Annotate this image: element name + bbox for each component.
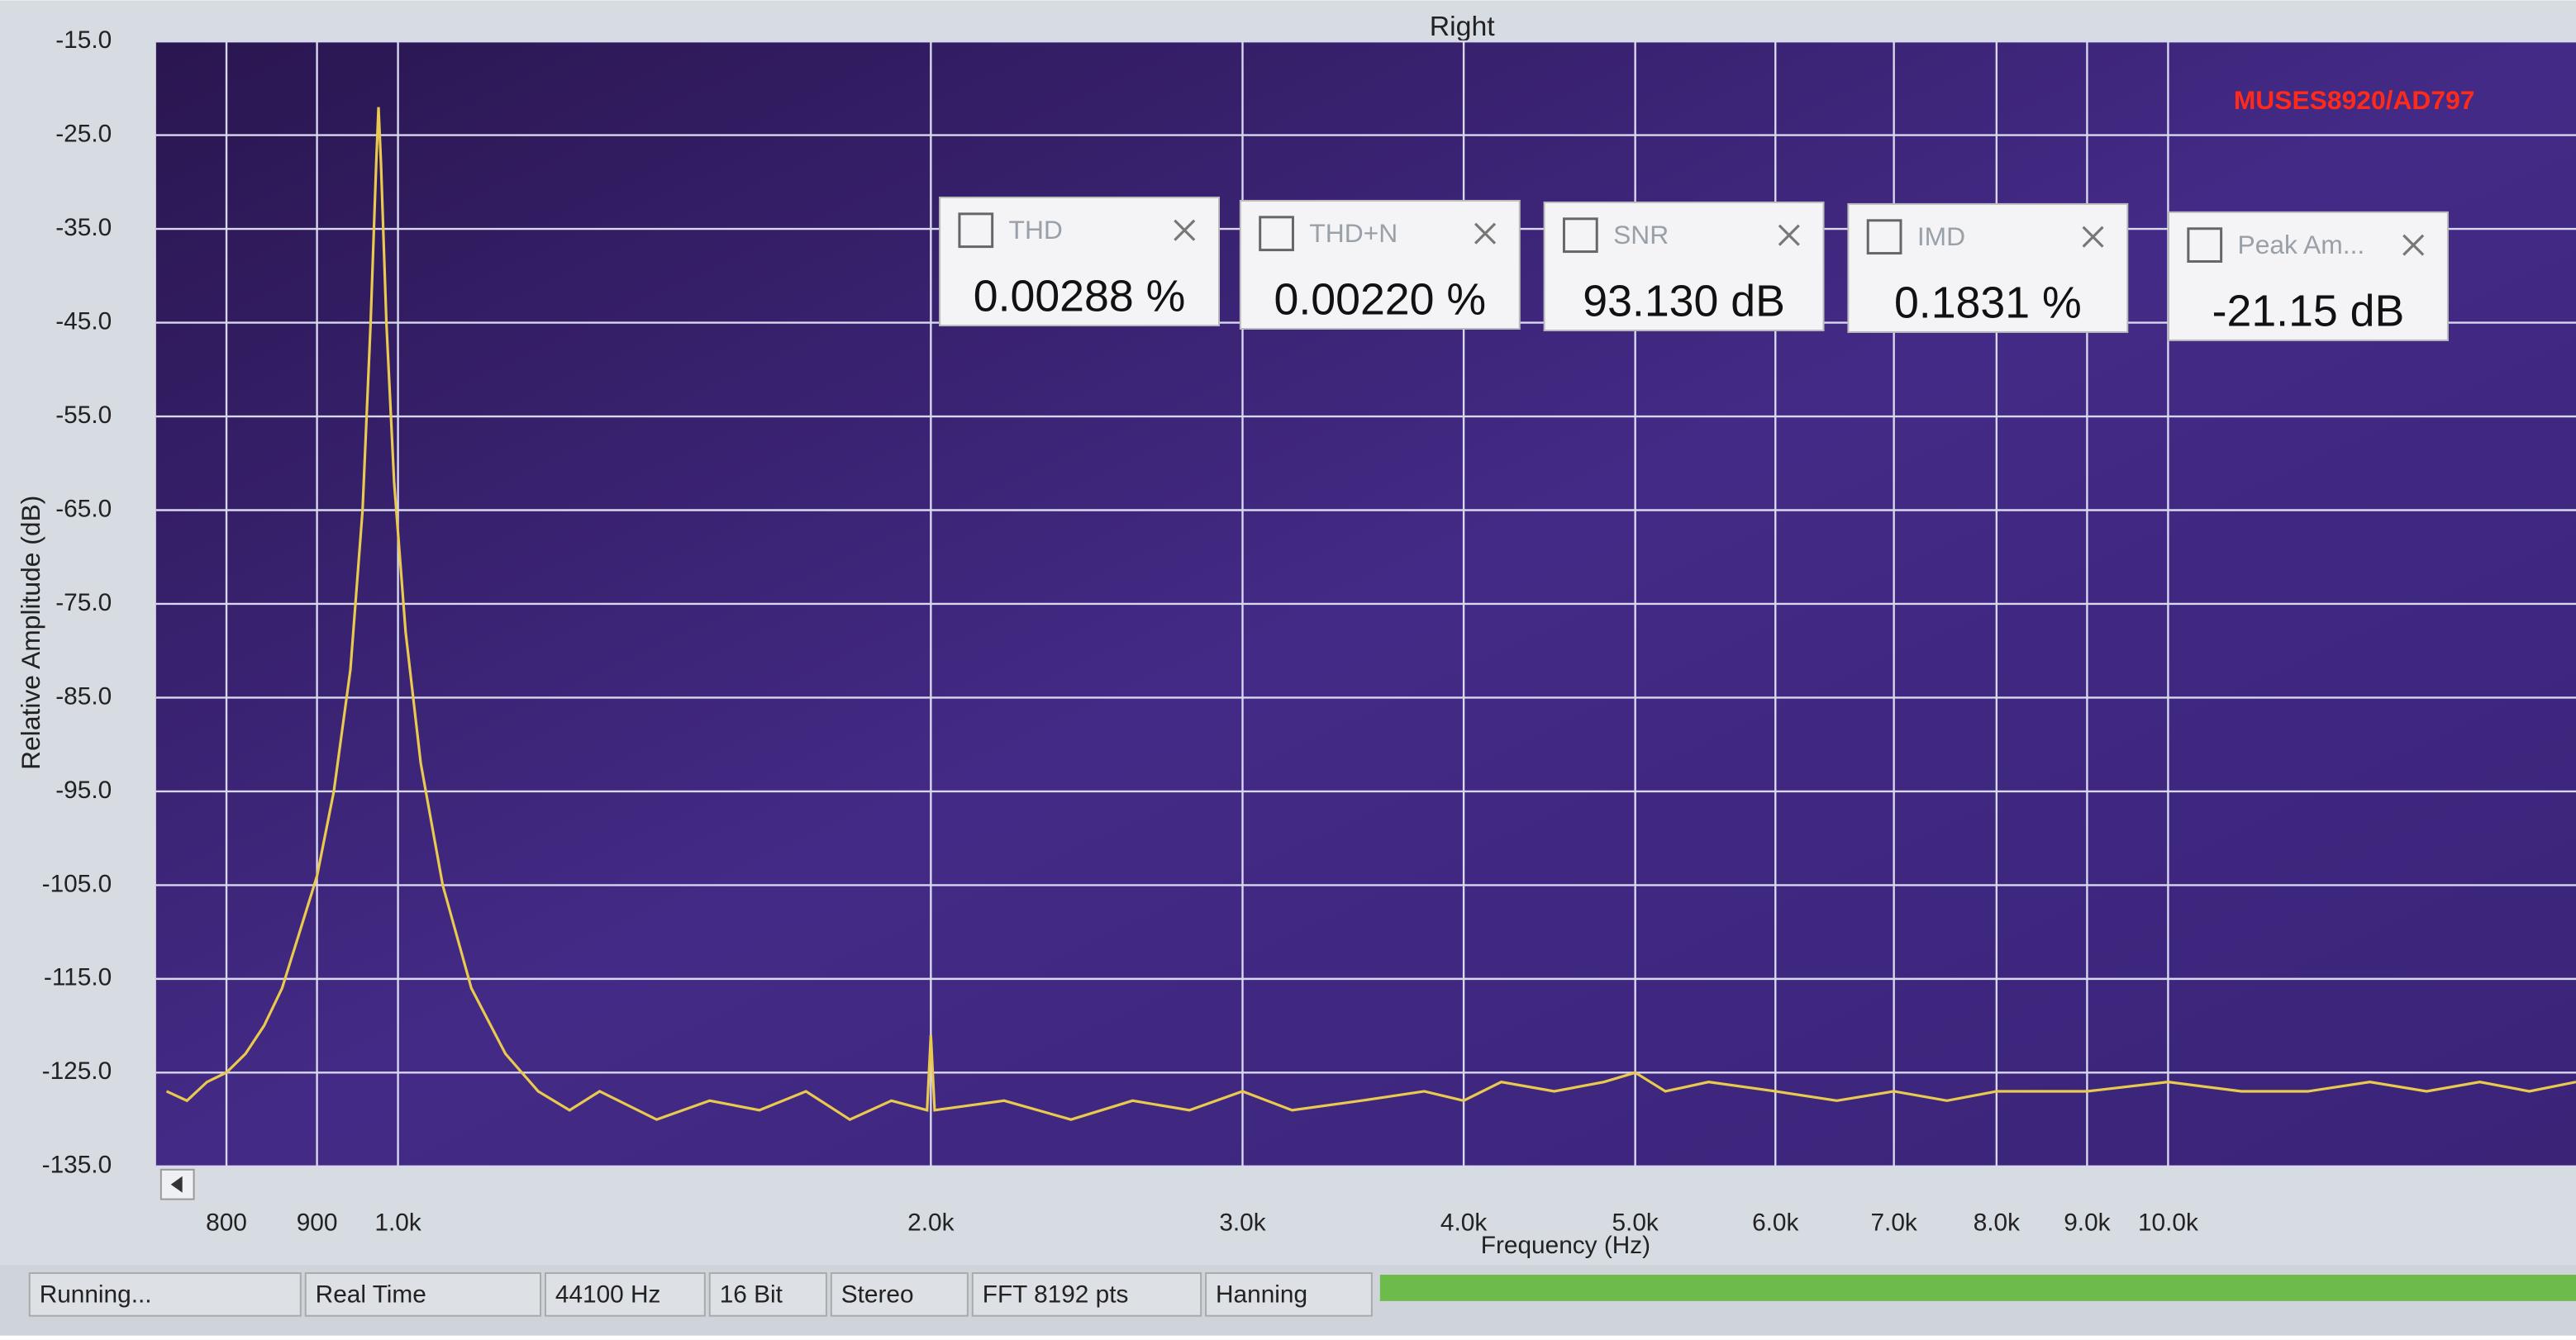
meter-close[interactable] [1778, 224, 1800, 246]
meter-close[interactable] [2082, 226, 2104, 248]
status-text: Real Time [316, 1281, 426, 1309]
x-tick-label: 1.0k [374, 1209, 421, 1236]
y-tick-label: -15.0 [55, 26, 112, 54]
scroll-left-button[interactable] [160, 1168, 195, 1200]
x-tick-label: 9.0k [2064, 1209, 2110, 1236]
meter-box [1847, 202, 2129, 333]
meter-value: 0.1831 % [1894, 278, 2082, 327]
y-tick-label: -55.0 [55, 402, 112, 429]
x-tick-label: 10.0k [2138, 1209, 2198, 1236]
meters: THD 0.00288 % THD+N 0.00220 % SNR 93.130 dB IM… [939, 196, 2449, 341]
x-tick-label: 3.0k [1219, 1209, 1265, 1236]
x-tick-label: 8.0k [1974, 1209, 2020, 1236]
status-text: 44100 Hz [555, 1281, 661, 1309]
annotation: MUSES8920/AD797 [2234, 85, 2475, 115]
status-cell [304, 1272, 542, 1317]
status-cell [830, 1272, 969, 1317]
y-tick-label: -35.0 [55, 214, 112, 241]
x-tick-label: 7.0k [1870, 1209, 1917, 1236]
meter-value: 0.00288 % [974, 271, 1186, 321]
meter-box [1239, 199, 1521, 330]
meter-value: 0.00220 % [1274, 274, 1487, 324]
meter-box [1543, 201, 1825, 331]
scroll-arrow [170, 1176, 183, 1193]
status-text: FFT 8192 pts [983, 1281, 1129, 1309]
meter-box [939, 196, 1221, 327]
meter-box [2168, 211, 2449, 341]
y-tick-label: -75.0 [55, 589, 112, 616]
y-tick-label: -125.0 [42, 1057, 112, 1085]
y-tick-label: -95.0 [55, 777, 112, 804]
y-tick-label: -65.0 [55, 495, 112, 522]
status-cell [544, 1272, 706, 1317]
chart-title: Right [1430, 11, 1495, 42]
meter-value: 93.130 dB [1583, 276, 1785, 325]
meter-close[interactable] [2402, 234, 2425, 256]
x-tick-label: 4.0k [1440, 1209, 1487, 1236]
meter-panel: THD 0.00288 % [939, 196, 1221, 327]
status-cell [28, 1272, 302, 1317]
level-meter [1379, 1275, 2576, 1301]
y-tick-label: -135.0 [42, 1152, 112, 1179]
meter-menu-icon[interactable] [1259, 216, 1294, 252]
meter-close[interactable] [1474, 222, 1497, 245]
status-text: Hanning [1216, 1281, 1307, 1309]
meter-panel: Peak Am... -21.15 dB [2168, 211, 2449, 341]
meter-menu-icon[interactable] [2187, 227, 2223, 263]
y-tick-label: -105.0 [42, 870, 112, 897]
y-tick-label: -45.0 [55, 307, 112, 335]
meter-menu-icon[interactable] [958, 212, 994, 249]
x-tick-label: 2.0k [907, 1209, 954, 1236]
y-tick-label: -25.0 [55, 120, 112, 147]
meter-label: IMD [1917, 221, 1965, 251]
x-tick-label: 900 [297, 1209, 338, 1236]
meter-panel: THD+N 0.00220 % [1239, 199, 1521, 330]
meter-panel: SNR 93.130 dB [1543, 201, 1825, 331]
x-axis-label: Frequency (Hz) [1481, 1232, 1650, 1259]
meter-menu-icon[interactable] [1562, 217, 1598, 254]
status-text: 16 Bit [720, 1281, 783, 1309]
meter-menu-icon[interactable] [1866, 219, 1902, 255]
status-text: Running... [40, 1281, 152, 1309]
status-cell [971, 1272, 1202, 1317]
status-cell [708, 1272, 827, 1317]
y-axis-label: Relative Amplitude (dB) [16, 496, 45, 770]
status-cell [1205, 1272, 1373, 1317]
y-tick-label: -115.0 [44, 964, 112, 991]
x-tick-label: 800 [206, 1209, 247, 1236]
meter-panel: IMD 0.1831 % [1847, 202, 2129, 333]
meter-label: SNR [1613, 220, 1669, 249]
meter-label: THD [1009, 215, 1063, 245]
spectrum-line [165, 107, 2576, 1121]
x-tick-label: 6.0k [1752, 1209, 1798, 1236]
meter-value: -21.15 dB [2212, 286, 2405, 335]
meter-label: THD+N [1309, 218, 1398, 248]
y-tick-label: -85.0 [55, 682, 112, 710]
meter-label: Peak Am... [2237, 230, 2364, 259]
meter-close[interactable] [1174, 219, 1196, 241]
status-text: Stereo [841, 1281, 914, 1309]
x-tick-label: 5.0k [1612, 1209, 1658, 1236]
